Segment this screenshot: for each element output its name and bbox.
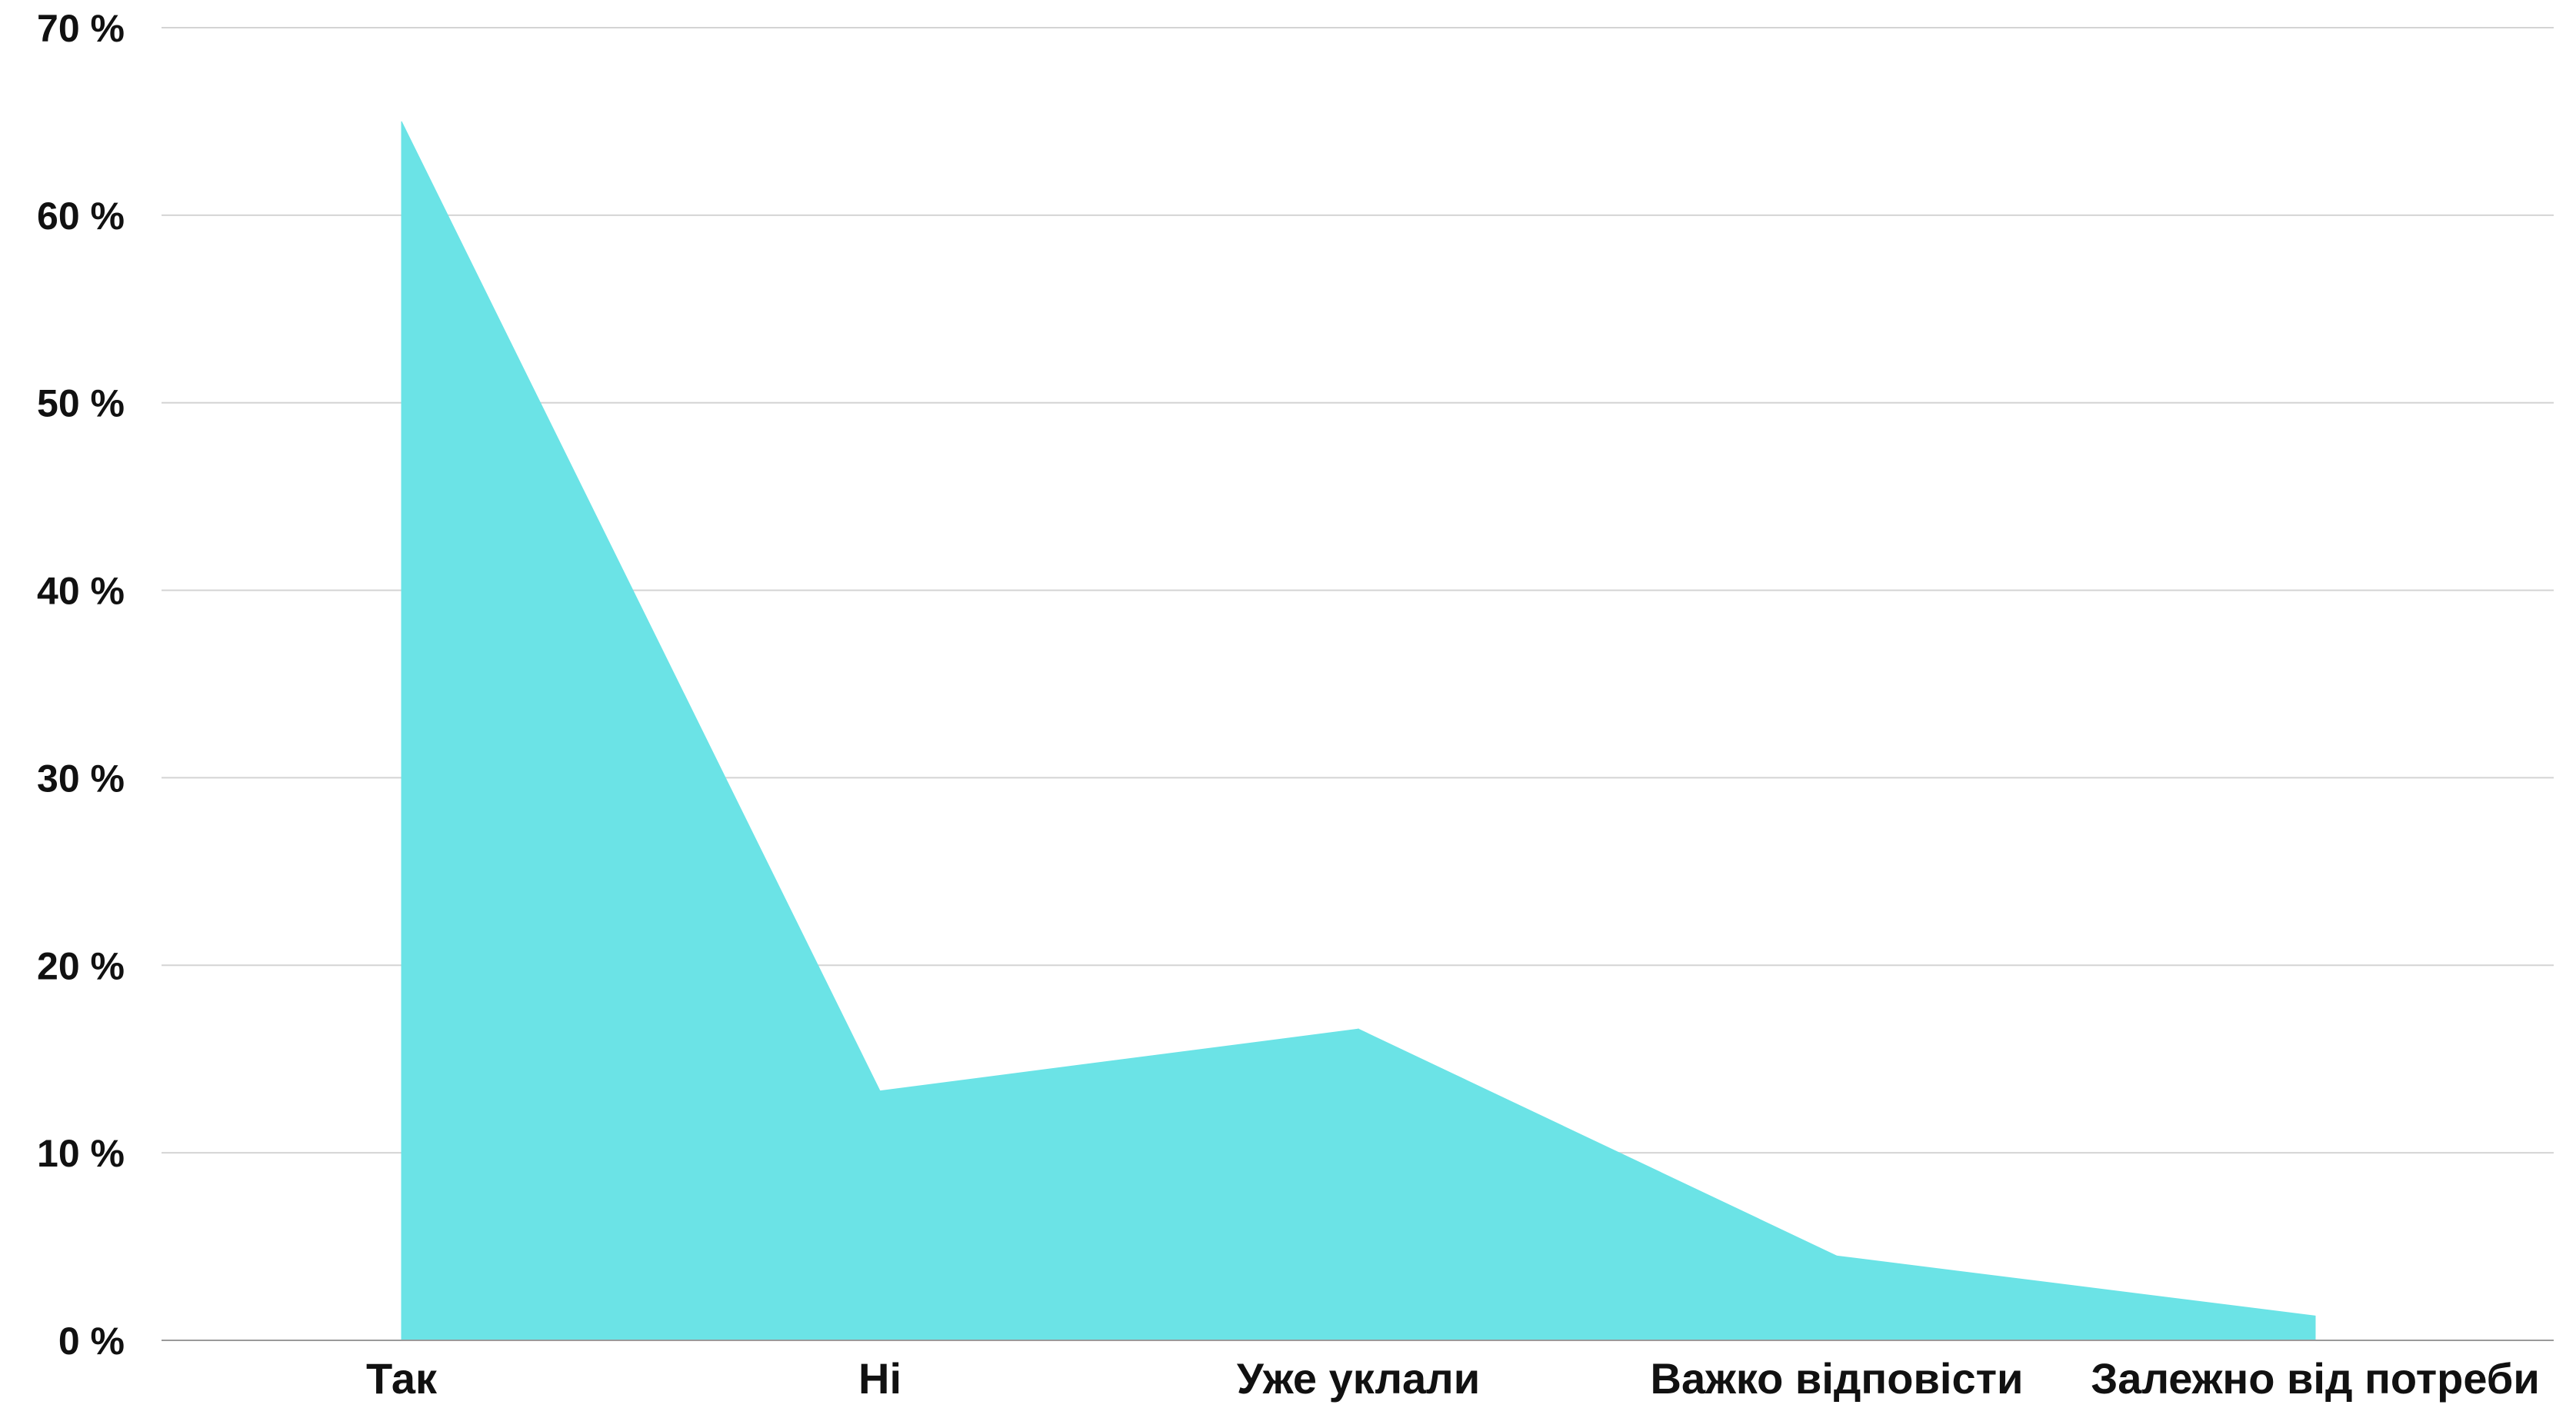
y-tick-label: 50 % [37,382,125,425]
y-tick-label: 0 % [58,1320,125,1363]
area-series [401,121,2316,1341]
area-segment [879,1028,1359,1341]
y-tick-label: 30 % [37,757,125,800]
area-segment [401,121,881,1341]
y-tick-label: 40 % [37,570,125,613]
y-tick-label: 20 % [37,944,125,987]
y-tick-label: 10 % [37,1132,125,1175]
y-tick-labels: 0 % 10 % 20 % 30 % 40 % 50 % 60 % 70 % [37,7,125,1363]
area-segment [1358,1028,1838,1341]
x-tick-label: Так [366,1354,438,1403]
area-segment [1836,1255,2316,1341]
x-tick-label: Важко відповісти [1651,1354,2024,1403]
x-tick-label: Ні [858,1354,901,1403]
x-tick-label: Залежно від потреби [2091,1354,2540,1403]
x-tick-label: Уже уклали [1237,1354,1480,1403]
y-tick-label: 60 % [37,195,125,238]
x-tick-labels: Так Ні Уже уклали Важко відповісти Залежно в… [366,1354,2540,1403]
y-tick-label: 70 % [37,7,125,50]
